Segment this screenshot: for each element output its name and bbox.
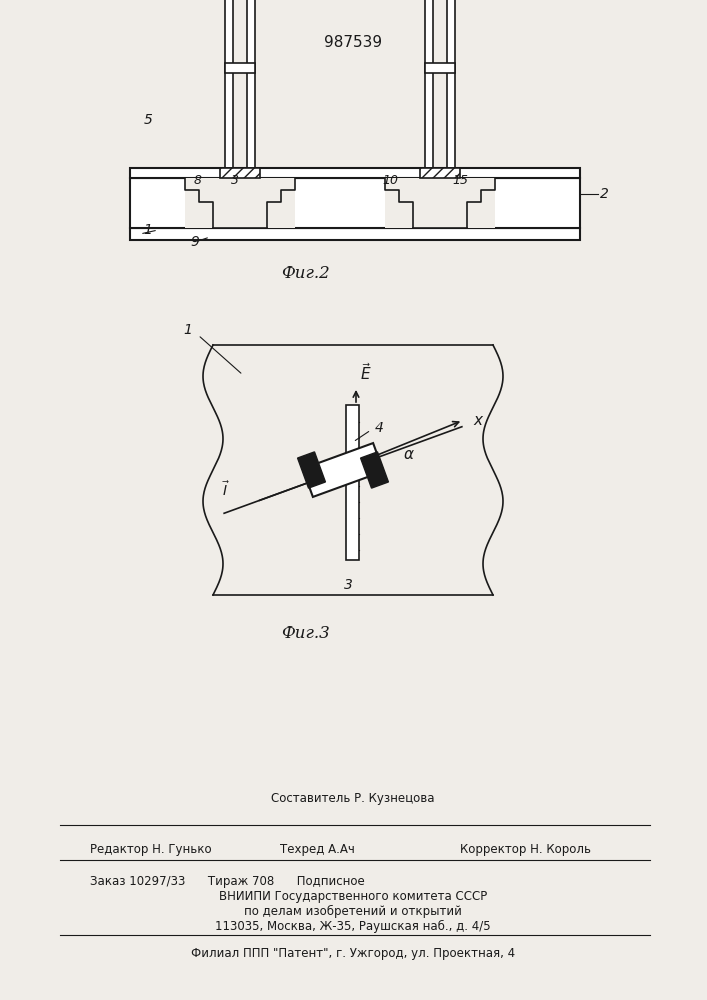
Text: 3: 3 [344, 578, 352, 592]
Bar [130, 168, 580, 178]
Text: Заказ 10297/33      Тираж 708      Подписное: Заказ 10297/33 Тираж 708 Подписное [90, 875, 365, 888]
Text: Корректор Н. Король: Корректор Н. Король [460, 843, 591, 856]
Text: 1: 1 [184, 323, 192, 337]
Bar [447, 0, 455, 168]
Text: ВНИИПИ Государственного комитета СССР: ВНИИПИ Государственного комитета СССР [219, 890, 487, 903]
Bar [185, 178, 295, 228]
Text: 1: 1 [144, 223, 153, 237]
Polygon shape [298, 452, 325, 488]
Text: Техред А.Ач: Техред А.Ач [280, 843, 355, 856]
Text: Филиал ППП "Патент", г. Ужгород, ул. Проектная, 4: Филиал ППП "Патент", г. Ужгород, ул. Про… [191, 947, 515, 960]
Polygon shape [303, 443, 383, 497]
Text: 9: 9 [191, 235, 199, 249]
Text: $\vec{I}$: $\vec{I}$ [223, 480, 230, 499]
Text: 5: 5 [144, 113, 153, 127]
Bar [220, 168, 260, 178]
Text: 987539: 987539 [324, 35, 382, 50]
Text: $\vec{j_0}$: $\vec{j_0}$ [338, 456, 350, 478]
Bar [420, 168, 460, 178]
Text: Редактор Н. Гунько: Редактор Н. Гунько [90, 843, 211, 856]
Text: 3: 3 [231, 174, 239, 186]
Bar [130, 178, 580, 228]
Bar [385, 178, 495, 228]
Text: 15: 15 [452, 174, 468, 186]
Text: 10: 10 [382, 174, 398, 186]
Text: Составитель Р. Кузнецова: Составитель Р. Кузнецова [271, 792, 435, 805]
Text: 2: 2 [600, 187, 609, 201]
Polygon shape [361, 452, 388, 488]
Text: $\vec{E}$: $\vec{E}$ [360, 362, 372, 383]
Bar [225, 63, 255, 73]
Text: $\alpha$: $\alpha$ [403, 447, 415, 462]
Text: x: x [473, 413, 482, 428]
Text: 113035, Москва, Ж-35, Раушская наб., д. 4/5: 113035, Москва, Ж-35, Раушская наб., д. … [215, 920, 491, 933]
Bar [130, 228, 580, 240]
Bar [425, 63, 455, 73]
Text: 4: 4 [375, 421, 384, 435]
Text: 8: 8 [194, 174, 202, 186]
Bar [247, 0, 255, 168]
Bar [346, 405, 359, 560]
Text: Фиг.2: Фиг.2 [281, 265, 329, 282]
Text: Фиг.3: Фиг.3 [281, 625, 329, 642]
Bar [425, 0, 433, 168]
Text: по делам изобретений и открытий: по делам изобретений и открытий [244, 905, 462, 918]
Bar [225, 0, 233, 168]
